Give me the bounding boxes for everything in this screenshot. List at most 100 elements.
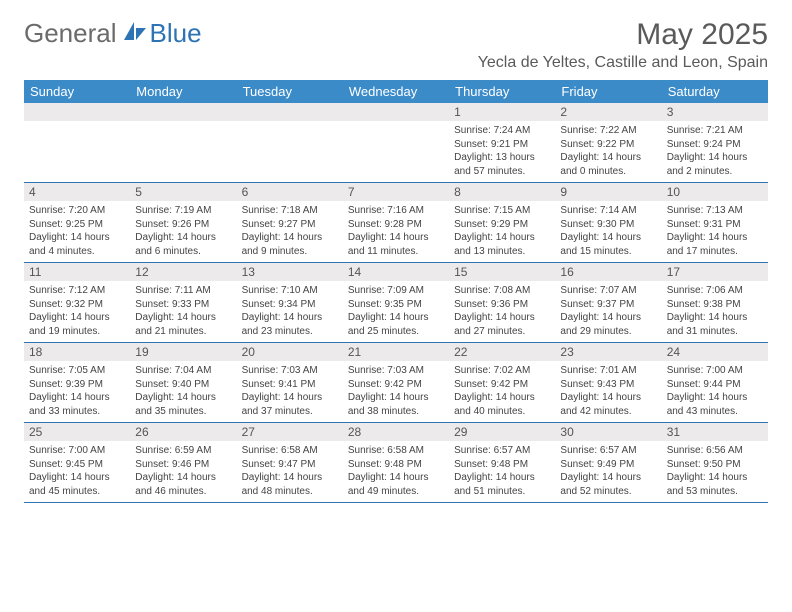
day-info-cell: Sunrise: 7:08 AMSunset: 9:36 PMDaylight:… [449,281,555,343]
day-number-cell: 5 [130,183,236,202]
daylight-text: Daylight: 14 hours and 52 minutes. [560,471,656,498]
day-info-cell: Sunrise: 7:19 AMSunset: 9:26 PMDaylight:… [130,201,236,263]
sunset-text: Sunset: 9:48 PM [348,458,444,472]
sunset-text: Sunset: 9:29 PM [454,218,550,232]
sunset-text: Sunset: 9:27 PM [242,218,338,232]
sunset-text: Sunset: 9:45 PM [29,458,125,472]
title-block: May 2025 Yecla de Yeltes, Castille and L… [478,18,768,72]
day-number-cell: 10 [662,183,768,202]
day-number-cell: 18 [24,343,130,362]
sunset-text: Sunset: 9:26 PM [135,218,231,232]
day-number-cell: 14 [343,263,449,282]
day-info-cell: Sunrise: 7:21 AMSunset: 9:24 PMDaylight:… [662,121,768,183]
weekday-header: Sunday [24,80,130,103]
weekday-header-row: Sunday Monday Tuesday Wednesday Thursday… [24,80,768,103]
weekday-header: Friday [555,80,661,103]
day-number-cell: 3 [662,103,768,121]
day-info-cell: Sunrise: 7:05 AMSunset: 9:39 PMDaylight:… [24,361,130,423]
sunrise-text: Sunrise: 7:19 AM [135,204,231,218]
day-info-cell: Sunrise: 7:14 AMSunset: 9:30 PMDaylight:… [555,201,661,263]
sunrise-text: Sunrise: 6:57 AM [560,444,656,458]
day-number-cell: 1 [449,103,555,121]
sunrise-text: Sunrise: 7:08 AM [454,284,550,298]
day-number-cell: 12 [130,263,236,282]
day-info-cell [24,121,130,183]
sunset-text: Sunset: 9:21 PM [454,138,550,152]
daylight-text: Daylight: 14 hours and 9 minutes. [242,231,338,258]
day-info-cell: Sunrise: 6:56 AMSunset: 9:50 PMDaylight:… [662,441,768,503]
day-info-cell: Sunrise: 7:20 AMSunset: 9:25 PMDaylight:… [24,201,130,263]
sunrise-text: Sunrise: 6:58 AM [348,444,444,458]
day-number-cell: 28 [343,423,449,442]
day-info-cell [130,121,236,183]
sunset-text: Sunset: 9:47 PM [242,458,338,472]
day-number-row: 123 [24,103,768,121]
day-number-cell: 22 [449,343,555,362]
day-number-cell: 2 [555,103,661,121]
sunset-text: Sunset: 9:32 PM [29,298,125,312]
day-number-cell: 7 [343,183,449,202]
day-number-cell: 29 [449,423,555,442]
day-number-cell [343,103,449,121]
daylight-text: Daylight: 14 hours and 4 minutes. [29,231,125,258]
sunrise-text: Sunrise: 6:59 AM [135,444,231,458]
daylight-text: Daylight: 14 hours and 17 minutes. [667,231,763,258]
location-text: Yecla de Yeltes, Castille and Leon, Spai… [478,54,768,72]
weekday-header: Wednesday [343,80,449,103]
day-number-cell: 31 [662,423,768,442]
header: General Blue May 2025 Yecla de Yeltes, C… [24,18,768,72]
daylight-text: Daylight: 14 hours and 43 minutes. [667,391,763,418]
sunset-text: Sunset: 9:46 PM [135,458,231,472]
sunset-text: Sunset: 9:30 PM [560,218,656,232]
day-number-cell: 26 [130,423,236,442]
sunset-text: Sunset: 9:44 PM [667,378,763,392]
day-number-cell: 4 [24,183,130,202]
daylight-text: Daylight: 14 hours and 46 minutes. [135,471,231,498]
daylight-text: Daylight: 14 hours and 11 minutes. [348,231,444,258]
sunrise-text: Sunrise: 7:24 AM [454,124,550,138]
day-info-cell: Sunrise: 7:11 AMSunset: 9:33 PMDaylight:… [130,281,236,343]
sunset-text: Sunset: 9:40 PM [135,378,231,392]
daylight-text: Daylight: 13 hours and 57 minutes. [454,151,550,178]
day-number-cell: 24 [662,343,768,362]
day-number-cell: 20 [237,343,343,362]
daylight-text: Daylight: 14 hours and 13 minutes. [454,231,550,258]
sunrise-text: Sunrise: 7:18 AM [242,204,338,218]
sunrise-text: Sunrise: 7:22 AM [560,124,656,138]
sunrise-text: Sunrise: 7:09 AM [348,284,444,298]
daylight-text: Daylight: 14 hours and 37 minutes. [242,391,338,418]
day-info-cell: Sunrise: 7:22 AMSunset: 9:22 PMDaylight:… [555,121,661,183]
daylight-text: Daylight: 14 hours and 42 minutes. [560,391,656,418]
day-info-cell: Sunrise: 7:07 AMSunset: 9:37 PMDaylight:… [555,281,661,343]
day-number-row: 45678910 [24,183,768,202]
day-info-cell: Sunrise: 7:12 AMSunset: 9:32 PMDaylight:… [24,281,130,343]
day-info-cell: Sunrise: 6:57 AMSunset: 9:48 PMDaylight:… [449,441,555,503]
logo-text-blue: Blue [150,18,202,49]
sunrise-text: Sunrise: 7:20 AM [29,204,125,218]
daylight-text: Daylight: 14 hours and 48 minutes. [242,471,338,498]
sunrise-text: Sunrise: 7:15 AM [454,204,550,218]
daylight-text: Daylight: 14 hours and 35 minutes. [135,391,231,418]
calendar-table: Sunday Monday Tuesday Wednesday Thursday… [24,80,768,503]
sunrise-text: Sunrise: 7:05 AM [29,364,125,378]
day-number-cell: 6 [237,183,343,202]
sunrise-text: Sunrise: 6:56 AM [667,444,763,458]
day-info-cell: Sunrise: 7:09 AMSunset: 9:35 PMDaylight:… [343,281,449,343]
sunrise-text: Sunrise: 7:12 AM [29,284,125,298]
sunrise-text: Sunrise: 7:16 AM [348,204,444,218]
sunset-text: Sunset: 9:42 PM [454,378,550,392]
day-info-cell: Sunrise: 7:10 AMSunset: 9:34 PMDaylight:… [237,281,343,343]
day-number-row: 25262728293031 [24,423,768,442]
daylight-text: Daylight: 14 hours and 23 minutes. [242,311,338,338]
day-info-cell: Sunrise: 7:18 AMSunset: 9:27 PMDaylight:… [237,201,343,263]
sunset-text: Sunset: 9:39 PM [29,378,125,392]
weekday-header: Monday [130,80,236,103]
day-info-cell: Sunrise: 7:03 AMSunset: 9:41 PMDaylight:… [237,361,343,423]
daylight-text: Daylight: 14 hours and 21 minutes. [135,311,231,338]
day-number-cell [130,103,236,121]
day-info-cell: Sunrise: 6:59 AMSunset: 9:46 PMDaylight:… [130,441,236,503]
daylight-text: Daylight: 14 hours and 19 minutes. [29,311,125,338]
day-number-cell: 23 [555,343,661,362]
sunrise-text: Sunrise: 7:21 AM [667,124,763,138]
daylight-text: Daylight: 14 hours and 49 minutes. [348,471,444,498]
